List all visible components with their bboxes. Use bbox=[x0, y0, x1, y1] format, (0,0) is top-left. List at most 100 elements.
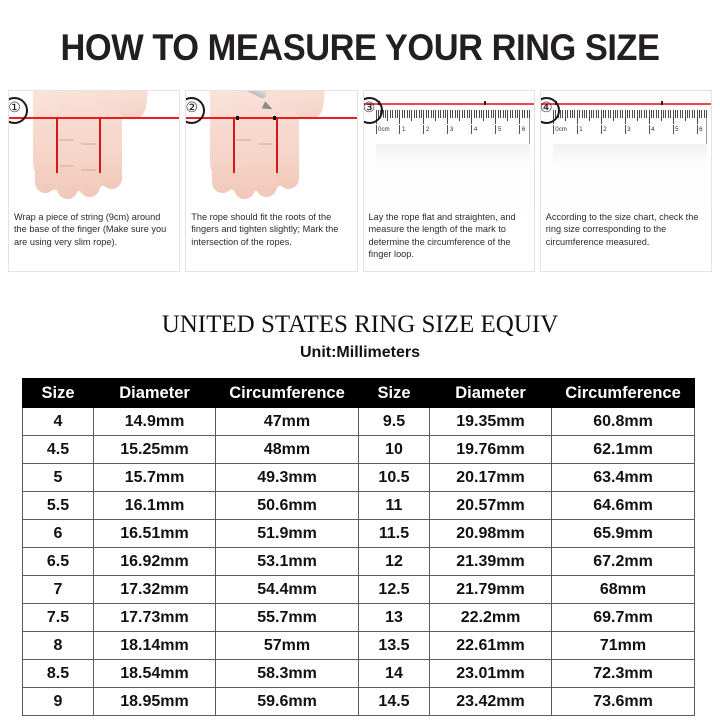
knuckle-crease bbox=[258, 143, 274, 145]
ruler-tick bbox=[404, 110, 406, 118]
ruler-tick bbox=[480, 110, 482, 118]
table-cell: 20.57mm bbox=[429, 491, 552, 520]
table-header-row: Size Diameter Circumference Size Diameter Cir… bbox=[22, 378, 695, 408]
table-cell: 20.17mm bbox=[429, 463, 552, 492]
ruler-tick bbox=[437, 110, 439, 118]
finger-index bbox=[35, 109, 56, 193]
ruler-tick bbox=[389, 110, 391, 118]
table-cell: 51.9mm bbox=[215, 519, 359, 548]
red-string bbox=[186, 117, 357, 119]
ruler-tick bbox=[581, 110, 583, 118]
finger-ring bbox=[79, 105, 100, 197]
knuckle-crease bbox=[236, 139, 252, 141]
table-cell: 7 bbox=[22, 575, 94, 604]
table-row: 6 16.51mm 51.9mm 11.5 20.98mm 65.9mm bbox=[22, 519, 695, 548]
ruler-body: 0cm 1 2 3 4 5 6 bbox=[375, 110, 530, 144]
table-cell: 16.1mm bbox=[93, 491, 216, 520]
table-cell: 6.5 bbox=[22, 547, 94, 576]
ruler-tick bbox=[416, 110, 418, 118]
table-cell: 71mm bbox=[551, 631, 695, 660]
ruler-tick bbox=[574, 110, 576, 118]
ruler-tick bbox=[595, 110, 597, 118]
mark-dot bbox=[660, 101, 664, 105]
ruler-tick bbox=[691, 110, 693, 118]
table-cell: 10 bbox=[358, 435, 430, 464]
column-header-4: Diameter bbox=[429, 378, 552, 408]
table-cell: 72.3mm bbox=[551, 659, 695, 688]
table-cell: 12 bbox=[358, 547, 430, 576]
mark-dot bbox=[236, 115, 240, 120]
ruler-label-separator bbox=[600, 125, 602, 134]
ruler-tick bbox=[483, 110, 485, 121]
red-string-leg bbox=[233, 117, 235, 173]
table-cell: 21.79mm bbox=[429, 575, 552, 604]
table-head: Size Diameter Circumference Size Diameter Cir… bbox=[22, 378, 695, 408]
ruler-tick bbox=[617, 110, 619, 118]
ruler-label: 5 bbox=[675, 126, 679, 133]
hand-illustration bbox=[9, 91, 180, 209]
table-row: 5.5 16.1mm 50.6mm 11 20.57mm 64.6mm bbox=[22, 491, 695, 520]
ruler-tick bbox=[641, 110, 643, 118]
ruler-tick bbox=[655, 110, 657, 118]
table-cell: 4 bbox=[22, 407, 94, 436]
ruler-tick bbox=[607, 110, 609, 118]
table-cell: 15.7mm bbox=[93, 463, 216, 492]
table-cell: 20.98mm bbox=[429, 519, 552, 548]
ruler-label: 5 bbox=[497, 126, 502, 133]
ruler-tick bbox=[651, 110, 653, 118]
ruler-tick bbox=[495, 110, 497, 124]
step-caption-3: Lay the rope flat and straighten, and me… bbox=[368, 212, 516, 260]
ruler-label: 0cm bbox=[555, 126, 567, 133]
table-heading: UNITED STATES RING SIZE EQUIV bbox=[161, 311, 559, 338]
ruler-tick bbox=[456, 110, 458, 118]
ruler-tick bbox=[406, 110, 408, 118]
ruler-tick bbox=[452, 110, 454, 118]
ring-size-table-wrapper: Size Diameter Circumference Size Diameter Cir… bbox=[22, 378, 695, 716]
table-cell: 10.5 bbox=[358, 463, 430, 492]
ruler-tick bbox=[619, 110, 621, 118]
ruler-tick bbox=[686, 110, 688, 118]
column-header-3: Size bbox=[358, 378, 430, 408]
ruler-tick bbox=[643, 110, 645, 118]
ruler-tick bbox=[382, 110, 384, 118]
ruler-label: 2 bbox=[603, 126, 607, 133]
ruler-tick bbox=[519, 110, 521, 124]
red-string-leg bbox=[99, 117, 101, 173]
ruler-tick bbox=[411, 110, 413, 121]
step-card-3: 0cm 1 2 3 4 5 6 ③ Lay the rope flat and straig… bbox=[362, 90, 535, 272]
step-number-badge-2: ② bbox=[186, 97, 206, 124]
table-subheading: Unit:Millimeters bbox=[299, 344, 420, 361]
ruler-tick bbox=[449, 110, 451, 118]
ruler-tick bbox=[461, 110, 463, 118]
ruler-tick bbox=[576, 110, 578, 124]
ruler-tick bbox=[418, 110, 420, 118]
ruler-tick bbox=[665, 110, 667, 118]
ruler-tick bbox=[392, 110, 394, 118]
ruler-label: 0cm bbox=[378, 126, 390, 133]
table-cell: 57mm bbox=[215, 631, 359, 660]
ruler-label-separator bbox=[672, 125, 674, 134]
ruler-tick bbox=[579, 110, 581, 118]
table-row: 5 15.7mm 49.3mm 10.5 20.17mm 63.4mm bbox=[22, 463, 695, 492]
ruler-tick bbox=[485, 110, 487, 118]
step-number-badge-1: ① bbox=[9, 97, 28, 124]
ruler-tick bbox=[423, 110, 425, 124]
red-string bbox=[540, 103, 711, 105]
ruler-label: 1 bbox=[579, 126, 583, 133]
ruler-label-separator bbox=[447, 125, 449, 134]
ruler-tick bbox=[682, 110, 684, 118]
finger-middle bbox=[234, 103, 256, 199]
table-cell: 22.2mm bbox=[429, 603, 552, 632]
ruler-tick bbox=[430, 110, 432, 118]
red-string bbox=[363, 103, 534, 105]
table-cell: 18.95mm bbox=[93, 687, 216, 716]
table-cell: 49.3mm bbox=[215, 463, 359, 492]
knuckle-crease bbox=[59, 139, 74, 141]
ruler-tick bbox=[679, 110, 681, 118]
ruler-tick bbox=[588, 110, 590, 121]
step-card-1: ① Wrap a piece of string (9cm) around th… bbox=[8, 90, 181, 272]
ruler-tick bbox=[689, 110, 691, 118]
ruler-tick bbox=[603, 110, 605, 118]
ruler-illustration: 0cm 1 2 3 4 5 6 bbox=[540, 91, 711, 209]
ruler-tick bbox=[394, 110, 396, 118]
